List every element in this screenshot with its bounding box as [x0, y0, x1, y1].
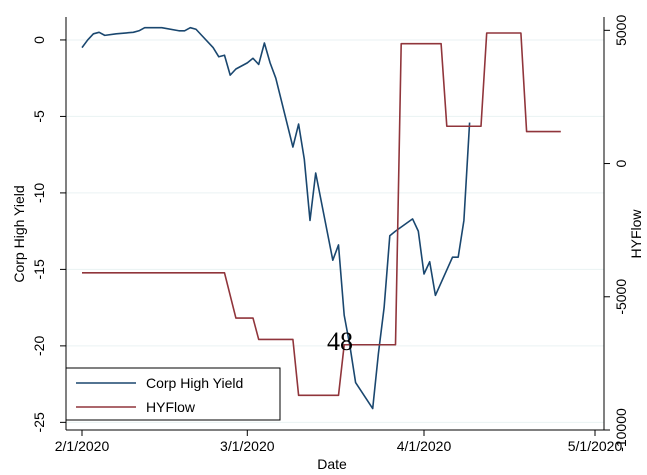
y-axis-right-title: HYFlow [628, 209, 644, 259]
y-left-tick-label-0: 0 [31, 36, 47, 44]
y-left-tick-label-15: -15 [31, 259, 47, 279]
series-line-corp-high-yield [81, 26, 471, 410]
y-axis-left-title: Corp High Yield [11, 185, 27, 282]
x-axis-title: Date [317, 456, 347, 472]
legend-label-corp-high-yield: Corp High Yield [146, 375, 243, 391]
y-right-tick-label-10000: -10000 [613, 408, 629, 452]
tick-labels: 0 -5 -10 -15 -20 -25 5000 0 -5000 -10000 2/1/2020 3… [31, 15, 629, 454]
y-right-tick-label-5000: 5000 [613, 15, 629, 46]
legend: Corp High Yield HYFlow [65, 367, 281, 421]
y-right-tick-label-0: 0 [613, 159, 629, 167]
chart-annotation: 48 [327, 327, 353, 356]
legend-label-hyflow: HYFlow [146, 399, 196, 415]
x-tick-label-4-1-2020: 4/1/2020 [397, 438, 452, 454]
x-tick-label-2-1-2020: 2/1/2020 [55, 438, 110, 454]
x-tick-label-3-1-2020: 3/1/2020 [220, 438, 275, 454]
y-right-tick-label-5000: -5000 [613, 279, 629, 315]
series-layer [81, 26, 561, 410]
series-line-hyflow [82, 32, 561, 397]
y-left-tick-label-25: -25 [31, 412, 47, 432]
y-left-tick-label-5: -5 [31, 110, 47, 123]
gridlines [66, 39, 604, 423]
x-tick-label-5-1-2020: 5/1/2020 [568, 438, 623, 454]
y-left-tick-label-20: -20 [31, 336, 47, 356]
axes [65, 17, 605, 431]
legend-box [65, 367, 281, 421]
y-left-tick-label-10: -10 [31, 183, 47, 203]
